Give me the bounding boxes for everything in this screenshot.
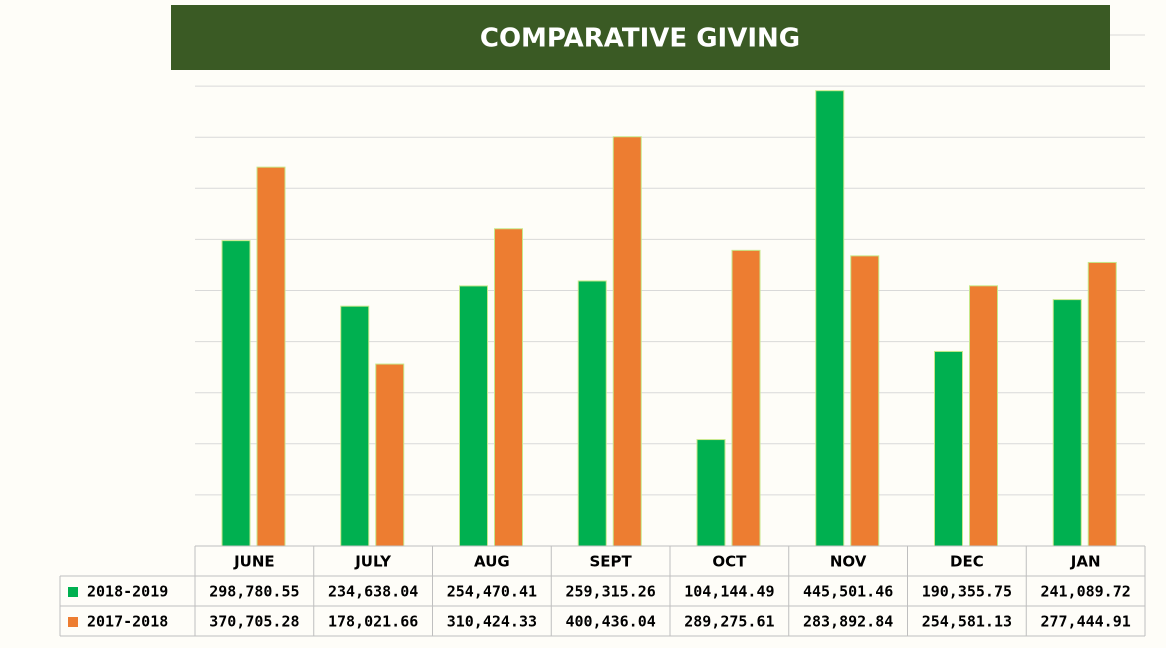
bar	[934, 350, 963, 547]
bar	[731, 249, 761, 547]
bar	[577, 280, 607, 547]
value-label: 190,355.75	[922, 583, 1012, 601]
category-label: JULY	[354, 553, 392, 571]
value-label: 445,501.46	[803, 583, 893, 601]
value-label: 298,780.55	[209, 583, 299, 601]
bar	[221, 240, 251, 547]
bar	[459, 285, 488, 547]
value-label: 310,424.33	[447, 613, 537, 631]
value-label: 178,021.66	[328, 613, 418, 631]
category-label: DEC	[950, 553, 984, 571]
bar	[1052, 299, 1082, 547]
category-label: SEPT	[589, 553, 632, 571]
bar	[850, 255, 880, 547]
value-label: 277,444.91	[1040, 613, 1130, 631]
value-label: 283,892.84	[803, 613, 893, 631]
bar	[969, 285, 998, 547]
chart-title: COMPARATIVE GIVING	[480, 24, 800, 54]
value-label: 254,470.41	[447, 583, 537, 601]
legend-label: 2018-2019	[87, 583, 168, 601]
legend-swatch	[68, 587, 78, 597]
data-table: JUNE JULY AUG SEPT OCT NOV DEC JAN 2018-2019 298,…	[59, 545, 1146, 637]
category-label: NOV	[830, 553, 867, 571]
value-label: 370,705.28	[209, 613, 299, 631]
category-label: JAN	[1070, 553, 1101, 571]
legend-label: 2017-2018	[87, 613, 168, 631]
category-label: AUG	[474, 553, 510, 571]
value-label: 234,638.04	[328, 583, 418, 601]
bar	[612, 136, 642, 547]
category-label: OCT	[712, 553, 747, 571]
bar	[340, 305, 370, 547]
category-label: JUNE	[233, 553, 275, 571]
bar	[494, 228, 523, 547]
value-label: 241,089.72	[1040, 583, 1130, 601]
value-label: 254,581.13	[922, 613, 1012, 631]
value-label: 400,436.04	[565, 613, 655, 631]
value-label: 104,144.49	[684, 583, 774, 601]
value-label: 289,275.61	[684, 613, 774, 631]
bar	[815, 90, 845, 547]
bar	[1087, 261, 1117, 547]
bar	[375, 363, 405, 547]
bar	[256, 166, 286, 547]
title-banner	[171, 5, 1110, 70]
value-label: 259,315.26	[565, 583, 655, 601]
bar	[696, 439, 726, 547]
legend-swatch	[68, 617, 78, 627]
